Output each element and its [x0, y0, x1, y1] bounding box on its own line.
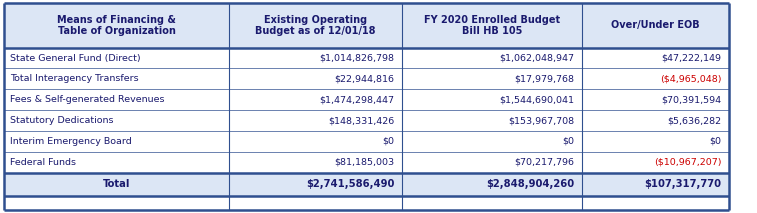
Bar — [4, 3, 229, 48]
Bar — [4, 131, 229, 152]
Bar — [229, 110, 402, 131]
Bar — [4, 110, 229, 131]
Bar — [229, 152, 402, 173]
Bar — [582, 48, 729, 68]
Text: Interim Emergency Board: Interim Emergency Board — [10, 137, 132, 146]
Text: $0: $0 — [382, 137, 394, 146]
Bar — [402, 131, 582, 152]
Text: Means of Financing &
Table of Organization: Means of Financing & Table of Organizati… — [57, 15, 176, 36]
Text: State General Fund (Direct): State General Fund (Direct) — [10, 53, 141, 63]
Bar — [402, 48, 582, 68]
Bar — [402, 110, 582, 131]
Bar — [229, 68, 402, 89]
Text: $148,331,426: $148,331,426 — [328, 116, 394, 125]
Text: Total: Total — [103, 180, 130, 190]
Bar — [4, 48, 229, 68]
Bar — [582, 196, 729, 210]
Bar — [402, 68, 582, 89]
Text: $17,979,768: $17,979,768 — [515, 74, 575, 83]
Bar — [229, 131, 402, 152]
Text: $70,391,594: $70,391,594 — [662, 95, 721, 104]
Text: Fees & Self-generated Revenues: Fees & Self-generated Revenues — [10, 95, 164, 104]
Text: $0: $0 — [562, 137, 575, 146]
Text: Over/Under EOB: Over/Under EOB — [611, 20, 700, 30]
Text: $153,967,708: $153,967,708 — [509, 116, 575, 125]
Text: Statutory Dedications: Statutory Dedications — [10, 116, 114, 125]
Bar — [229, 196, 402, 210]
Text: $47,222,149: $47,222,149 — [662, 53, 721, 63]
Text: $2,741,586,490: $2,741,586,490 — [306, 180, 394, 190]
Text: ($10,967,207): ($10,967,207) — [654, 158, 721, 167]
Bar — [4, 68, 229, 89]
Bar — [402, 152, 582, 173]
Bar — [4, 196, 229, 210]
Text: $1,014,826,798: $1,014,826,798 — [319, 53, 394, 63]
Bar — [402, 3, 582, 48]
Bar — [582, 68, 729, 89]
Bar — [229, 3, 402, 48]
Bar — [229, 48, 402, 68]
Bar — [402, 196, 582, 210]
Text: $22,944,816: $22,944,816 — [335, 74, 394, 83]
Bar — [4, 173, 229, 196]
Text: $107,317,770: $107,317,770 — [644, 180, 721, 190]
Text: $1,544,690,041: $1,544,690,041 — [500, 95, 575, 104]
Text: $81,185,003: $81,185,003 — [335, 158, 394, 167]
Text: FY 2020 Enrolled Budget
Bill HB 105: FY 2020 Enrolled Budget Bill HB 105 — [424, 15, 560, 36]
Bar — [582, 3, 729, 48]
Text: $2,848,904,260: $2,848,904,260 — [487, 180, 575, 190]
Text: Federal Funds: Federal Funds — [10, 158, 76, 167]
Bar — [402, 89, 582, 110]
Text: $1,062,048,947: $1,062,048,947 — [500, 53, 575, 63]
Bar — [229, 173, 402, 196]
Bar — [4, 152, 229, 173]
Bar — [582, 152, 729, 173]
Text: Total Interagency Transfers: Total Interagency Transfers — [10, 74, 139, 83]
Bar — [582, 89, 729, 110]
Text: ($4,965,048): ($4,965,048) — [660, 74, 721, 83]
Text: $5,636,282: $5,636,282 — [668, 116, 721, 125]
Bar — [402, 173, 582, 196]
Text: Existing Operating
Budget as of 12/01/18: Existing Operating Budget as of 12/01/18 — [255, 15, 376, 36]
Bar — [582, 131, 729, 152]
Bar — [582, 110, 729, 131]
Text: $0: $0 — [709, 137, 721, 146]
Bar — [229, 89, 402, 110]
Text: $1,474,298,447: $1,474,298,447 — [319, 95, 394, 104]
Bar — [582, 173, 729, 196]
Text: $70,217,796: $70,217,796 — [515, 158, 575, 167]
Bar — [4, 89, 229, 110]
